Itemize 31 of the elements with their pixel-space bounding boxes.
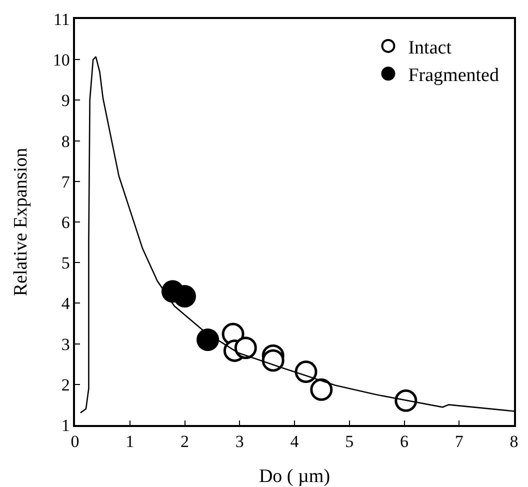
point [394,389,418,412]
x-tick-label: 3 [235,432,244,452]
point [262,349,284,372]
y-tick-label: 7 [61,172,70,192]
y-tick-label: 5 [61,254,70,273]
point [234,336,257,360]
y-tick-label: 8 [61,132,70,151]
y-tick-label: 6 [61,212,70,232]
y-tick-label: 11 [53,10,70,29]
x-tick-label: 1 [126,432,134,452]
y-tick-label: 3 [61,334,70,354]
x-tick-label: 6 [400,432,408,452]
point [310,378,333,401]
point [174,285,196,308]
x-tick-label: 4 [290,432,300,452]
x-axis-title: Do ( µm) [258,466,330,487]
point [196,328,220,351]
y-tick-label: 2 [61,375,70,394]
x-tick-label: 8 [510,432,518,452]
x-tick-label: 2 [180,432,189,452]
legend-label: Fragmented [408,65,500,86]
x-tick-label: 5 [345,432,354,452]
x-tick-label: 7 [454,432,464,452]
legend-label: Intact [408,37,452,58]
y-tick-label: 10 [52,50,70,70]
point [294,360,318,384]
y-tick-label: 1 [61,416,70,435]
y-tick-label: 4 [61,294,70,314]
y-axis-title: Relative Expansion [10,147,32,296]
y-tick-label: 9 [61,91,70,110]
x-tick-label: 0 [70,432,80,452]
